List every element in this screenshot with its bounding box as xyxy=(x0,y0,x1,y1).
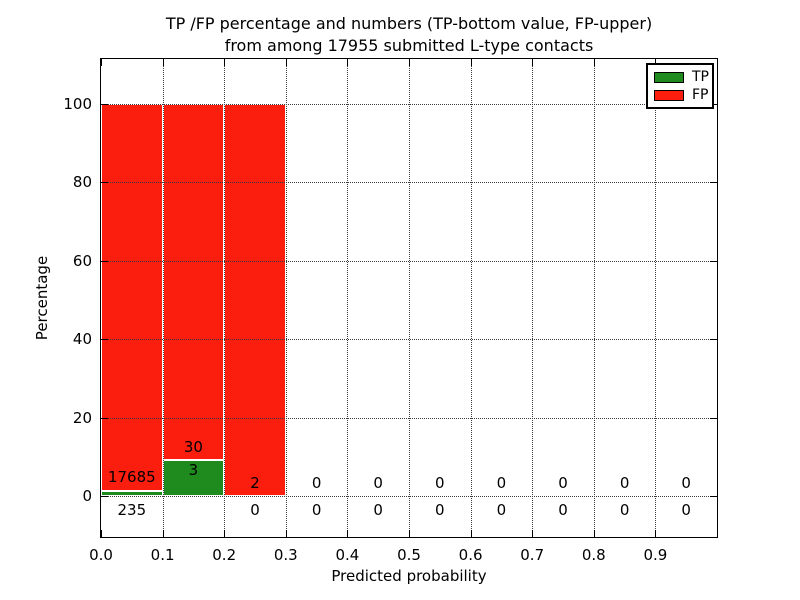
y-tick-right xyxy=(710,182,717,184)
y-tick-label-20: 20 xyxy=(72,408,92,427)
x-tick-label-0.8: 0.8 xyxy=(581,546,606,564)
x-tick-top xyxy=(347,59,349,66)
x-tick-bottom xyxy=(532,530,534,537)
legend-entry-fp: FP xyxy=(654,87,709,103)
x-tick-bottom xyxy=(593,530,595,537)
x-tick-top xyxy=(285,59,287,66)
x-tick-label-0.7: 0.7 xyxy=(520,546,545,564)
plot-area: 17685 235 30 3 2 0 0 0 0 0 0 0 0 0 0 0 0 0 0 0 xyxy=(100,58,718,538)
bar-segment-fp-0 xyxy=(101,104,163,491)
y-tick-left xyxy=(101,260,108,262)
x-tick-bottom xyxy=(162,530,164,537)
fp-count-label-5: 0 xyxy=(435,473,445,492)
x-tick-top xyxy=(409,59,410,66)
x-tick-label-0.2: 0.2 xyxy=(212,546,237,564)
fp-legend-swatch xyxy=(654,89,684,101)
y-tick-right xyxy=(710,339,717,341)
x-tick-top xyxy=(532,59,534,66)
fp-count-label-1: 30 xyxy=(183,437,203,456)
gridline-x-0.3 xyxy=(285,59,287,537)
y-tick-left xyxy=(101,182,108,184)
x-tick-bottom xyxy=(285,530,287,537)
legend-entry-tp: TP xyxy=(654,69,709,85)
y-tick-left xyxy=(101,104,108,106)
x-tick-label-0.3: 0.3 xyxy=(273,546,298,564)
legend: TP FP xyxy=(646,63,714,109)
bar-segment-tp-1 xyxy=(162,460,225,496)
x-tick-top xyxy=(717,59,718,66)
tp-count-label-3: 0 xyxy=(311,500,322,519)
x-tick-label-0.9: 0.9 xyxy=(643,546,668,564)
x-tick-label-0.5: 0.5 xyxy=(397,546,421,564)
x-tick-top xyxy=(162,59,164,66)
x-tick-label-0.4: 0.4 xyxy=(335,546,360,564)
y-tick-label-80: 80 xyxy=(72,173,92,192)
tp-count-label-8: 0 xyxy=(619,500,630,519)
x-tick-top xyxy=(101,59,102,66)
bar-segment-tp-0 xyxy=(101,490,163,496)
y-tick-right xyxy=(710,495,717,497)
tp-count-label-5: 0 xyxy=(435,500,445,519)
gridline-x-0.6 xyxy=(470,59,472,537)
y-tick-left xyxy=(101,495,108,497)
fp-count-label-6: 0 xyxy=(496,473,507,492)
x-tick-bottom xyxy=(347,530,349,537)
tp-count-label-1: 3 xyxy=(188,461,199,480)
tp-count-label-7: 0 xyxy=(558,500,568,519)
y-tick-label-0: 0 xyxy=(82,486,92,505)
tp-legend-swatch xyxy=(654,71,684,83)
fp-count-label-4: 0 xyxy=(373,473,383,492)
tp-legend-label: TP xyxy=(692,69,709,85)
x-tick-label-0.0: 0.0 xyxy=(89,546,113,564)
y-tick-label-60: 60 xyxy=(72,251,92,270)
chart-title-line1: TP /FP percentage and numbers (TP-bottom… xyxy=(165,14,653,33)
gridline-x-0.2 xyxy=(224,59,226,537)
fp-count-label-2: 2 xyxy=(250,473,260,492)
y-tick-right xyxy=(710,260,717,262)
tp-count-label-2: 0 xyxy=(250,500,260,519)
fp-count-label-3: 0 xyxy=(311,473,322,492)
y-tick-label-40: 40 xyxy=(72,330,92,349)
fp-legend-label: FP xyxy=(692,87,709,103)
gridline-x-0.1 xyxy=(162,59,164,537)
x-tick-top xyxy=(470,59,472,66)
x-tick-label-0.6: 0.6 xyxy=(458,546,483,564)
fp-count-label-8: 0 xyxy=(619,473,630,492)
fp-count-label-7: 0 xyxy=(558,473,568,492)
x-tick-label-0.1: 0.1 xyxy=(150,546,175,564)
y-tick-left xyxy=(101,339,108,341)
bar-segment-fp-2 xyxy=(224,104,286,496)
x-tick-bottom xyxy=(717,530,718,537)
fp-count-label-9: 0 xyxy=(681,473,691,492)
gridline-x-0.7 xyxy=(532,59,534,537)
x-tick-top xyxy=(224,59,226,66)
y-tick-label-100: 100 xyxy=(63,95,92,114)
x-tick-bottom xyxy=(409,530,410,537)
x-tick-top xyxy=(655,59,657,66)
gridline-x-0.9 xyxy=(655,59,657,537)
chart-title: TP /FP percentage and numbers (TP-bottom… xyxy=(100,13,718,57)
x-tick-bottom xyxy=(224,530,226,537)
x-tick-bottom xyxy=(655,530,657,537)
x-tick-bottom xyxy=(101,530,102,537)
x-axis-label: Predicted probability xyxy=(331,567,487,585)
fp-count-label-0: 17685 xyxy=(107,468,156,487)
x-tick-bottom xyxy=(470,530,472,537)
tp-count-label-0: 235 xyxy=(117,500,147,519)
tp-count-label-4: 0 xyxy=(373,500,383,519)
bar-segment-fp-1 xyxy=(162,104,225,461)
tp-count-label-9: 0 xyxy=(681,500,691,519)
gridline-x-0.4 xyxy=(347,59,349,537)
y-tick-left xyxy=(101,417,108,419)
y-tick-right xyxy=(710,417,717,419)
x-tick-top xyxy=(593,59,595,66)
gridline-x-0.8 xyxy=(593,59,595,537)
chart-title-line2: from among 17955 submitted L-type contac… xyxy=(224,36,594,55)
tp-count-label-6: 0 xyxy=(496,500,507,519)
gridline-x-0.5 xyxy=(409,59,410,537)
